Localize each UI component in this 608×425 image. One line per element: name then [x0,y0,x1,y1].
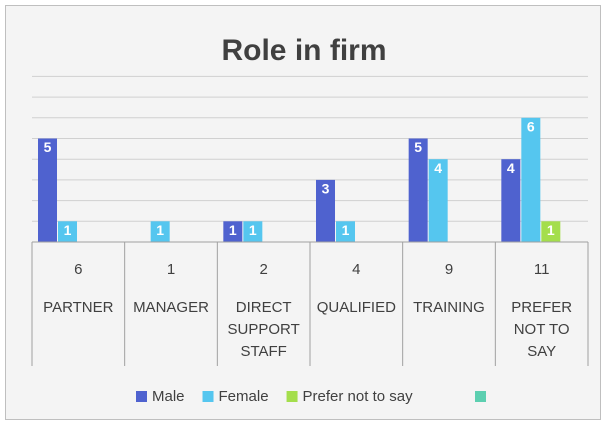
data-label: 4 [434,160,442,176]
data-label: 1 [547,222,555,238]
legend-label: Female [219,388,269,405]
data-label: 6 [527,119,535,135]
category-cell: PARTNER [43,299,114,316]
bar [501,159,521,242]
bar [541,221,561,242]
total-cell: 6 [74,261,83,278]
bar [38,138,57,242]
bar [336,221,355,242]
bar [521,117,541,242]
total-cell: 2 [259,261,268,278]
bar [243,221,263,242]
grid [32,75,588,243]
bar [316,179,335,242]
category-cell: MANAGER [133,299,209,316]
bar [428,159,448,242]
bar [150,221,170,242]
table-lines [31,241,589,366]
total-cell: 4 [352,261,361,278]
data-label: 1 [229,222,237,238]
bar [408,138,428,242]
data-label: 1 [64,222,72,238]
data-label: 5 [44,139,52,155]
category-cell: QUALIFIED [316,299,396,316]
data-label: 1 [342,222,350,238]
data-label: 1 [249,222,257,238]
category-cell: TRAINING [413,299,485,316]
data-label: 3 [322,181,330,197]
total-cell: 1 [166,261,176,278]
data-label: 4 [507,160,515,176]
data-label: 1 [156,222,164,238]
category-cell: DIRECT SUPPORT STAFF [227,299,300,360]
total-cell: 9 [444,261,454,278]
legend-label: Prefer not to say [303,388,414,405]
legend-swatch [475,391,486,402]
legend-swatch [286,391,298,402]
category-cell: PREFER NOT TO SAY [511,299,573,360]
legend-label: Male [152,388,185,405]
total-cell: 11 [533,261,550,278]
data-label: 5 [414,139,422,155]
legend: Male Female Prefer not to say [136,388,486,405]
bar [223,221,243,242]
legend-swatch [202,391,214,402]
chart-title: Role in firm [221,34,386,67]
legend-swatch [136,391,147,402]
bar [58,221,77,242]
